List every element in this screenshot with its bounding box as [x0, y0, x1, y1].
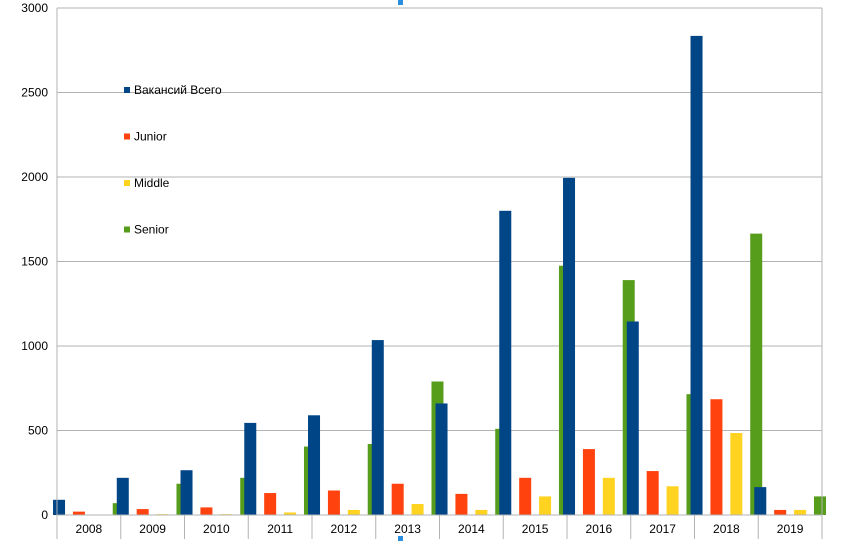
x-tick-label: 2015 — [522, 522, 549, 536]
legend-label: Вакансий Всего — [134, 83, 222, 97]
bar-middle-2019 — [794, 509, 807, 515]
y-tick-label: 1000 — [21, 339, 48, 353]
bar-вакансий-всего-2017 — [626, 321, 639, 515]
bar-вакансий-всего-2014 — [435, 403, 448, 515]
bar-junior-2013 — [391, 483, 404, 515]
bar-junior-2009 — [136, 509, 149, 515]
bar-middle-2011 — [284, 512, 297, 515]
bar-вакансий-всего-2010 — [180, 470, 193, 515]
bar-junior-2012 — [327, 490, 340, 515]
bar-вакансий-всего-2009 — [116, 477, 129, 515]
bar-middle-2012 — [347, 509, 360, 515]
bar-вакансий-всего-2008 — [53, 499, 66, 515]
x-tick-label: 2009 — [139, 522, 166, 536]
bar-middle-2017 — [666, 486, 679, 515]
x-tick-label: 2018 — [713, 522, 740, 536]
axes — [56, 8, 823, 539]
x-tick-label: 2016 — [586, 522, 613, 536]
x-tick-label: 2017 — [649, 522, 676, 536]
x-tick-label: 2014 — [458, 522, 485, 536]
y-tick-labels: 0 500 1000 1500 2000 2500 3000 — [21, 1, 48, 522]
bar-senior-2018 — [750, 233, 763, 516]
gridlines — [57, 7, 822, 516]
legend-label: Senior — [134, 223, 169, 237]
bar-middle-2016 — [602, 477, 615, 515]
bar-middle-2013 — [411, 504, 424, 515]
bar-senior-2019 — [813, 496, 826, 515]
y-tick-label: 0 — [41, 508, 48, 522]
selection-handle-bottom[interactable] — [398, 536, 403, 541]
bar-junior-2010 — [200, 507, 213, 515]
x-tick-label: 2019 — [777, 522, 804, 536]
bar-junior-2019 — [774, 509, 787, 515]
bar-вакансий-всего-2018 — [690, 35, 703, 515]
x-tick-labels: 2008 2009 2010 2011 2012 2013 2014 2015 2016 2017… — [76, 522, 804, 536]
bar-junior-2017 — [646, 471, 659, 515]
bar-junior-2015 — [519, 477, 532, 515]
bar-вакансий-всего-2013 — [371, 340, 384, 515]
bar-junior-2011 — [264, 493, 277, 515]
bar-вакансий-всего-2019 — [754, 487, 767, 515]
bar-junior-2008 — [72, 511, 85, 515]
x-tick-label: 2011 — [267, 522, 293, 536]
legend-label: Junior — [134, 130, 167, 144]
y-tick-label: 2500 — [21, 86, 48, 100]
bar-вакансий-всего-2016 — [563, 177, 576, 515]
bar-вакансий-всего-2015 — [499, 210, 512, 516]
legend: Вакансий Всего Junior Middle Senior — [124, 83, 222, 237]
bar-middle-2018 — [730, 433, 743, 515]
bar-middle-2014 — [475, 509, 488, 515]
legend-label: Middle — [134, 176, 170, 190]
x-tick-label: 2013 — [394, 522, 421, 536]
legend-swatch — [124, 180, 130, 186]
y-tick-label: 3000 — [21, 1, 48, 15]
y-tick-label: 2000 — [21, 170, 48, 184]
bars — [53, 35, 826, 516]
x-tick-label: 2008 — [76, 522, 103, 536]
bar-junior-2016 — [582, 449, 595, 515]
legend-swatch — [124, 133, 130, 140]
bar-вакансий-всего-2011 — [244, 422, 257, 515]
legend-swatch — [124, 87, 130, 93]
x-tick-label: 2010 — [203, 522, 230, 536]
legend-swatch — [124, 226, 130, 233]
selection-handle-top[interactable] — [398, 0, 403, 5]
y-tick-label: 1500 — [21, 255, 48, 269]
x-tick-label: 2012 — [331, 522, 358, 536]
bar-вакансий-всего-2012 — [308, 415, 321, 515]
bar-middle-2015 — [539, 496, 552, 515]
y-tick-label: 500 — [28, 424, 48, 438]
bar-junior-2014 — [455, 493, 468, 515]
bar-junior-2018 — [710, 399, 723, 515]
